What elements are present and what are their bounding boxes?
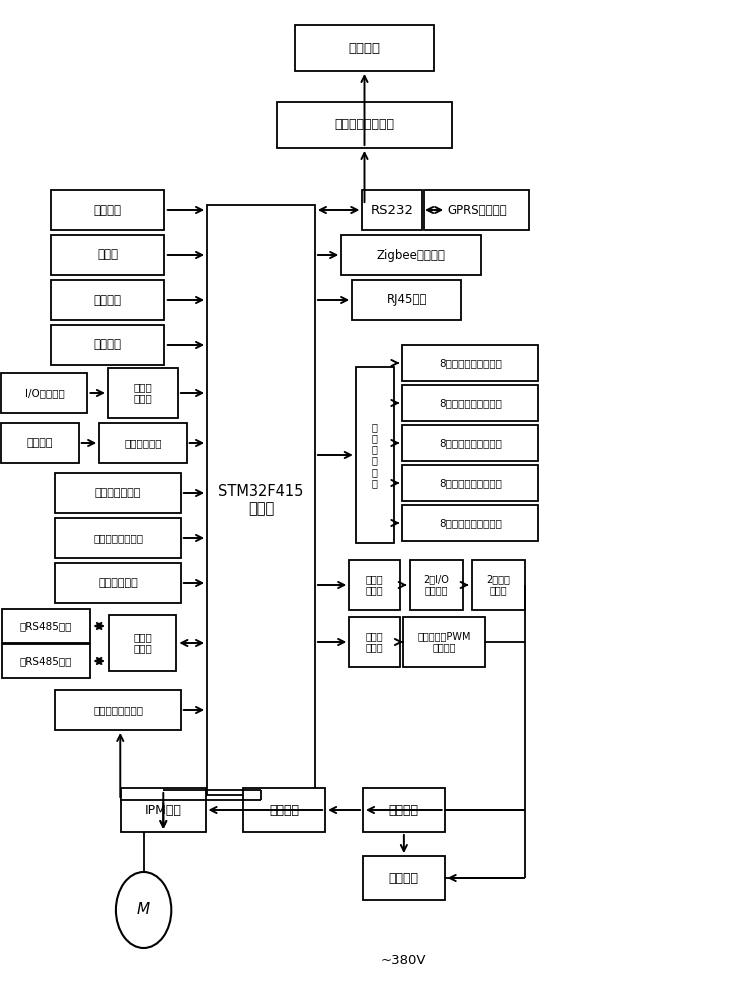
FancyBboxPatch shape <box>403 617 485 667</box>
FancyBboxPatch shape <box>341 235 481 275</box>
FancyBboxPatch shape <box>472 560 525 610</box>
FancyBboxPatch shape <box>109 615 176 671</box>
FancyBboxPatch shape <box>352 280 461 320</box>
Text: 显示信号输出电路: 显示信号输出电路 <box>335 118 394 131</box>
Text: 主RS485接口: 主RS485接口 <box>20 621 72 631</box>
FancyBboxPatch shape <box>295 25 434 71</box>
FancyBboxPatch shape <box>1 373 87 413</box>
Text: 2路I/O
输出电路: 2路I/O 输出电路 <box>424 574 450 596</box>
Text: 时钟模块: 时钟模块 <box>94 338 122 352</box>
FancyBboxPatch shape <box>410 560 464 610</box>
Text: Zigbee通信模块: Zigbee通信模块 <box>377 248 445 261</box>
FancyBboxPatch shape <box>55 690 181 730</box>
FancyBboxPatch shape <box>51 280 164 320</box>
Text: 8路脉冲控制电路模块: 8路脉冲控制电路模块 <box>439 478 502 488</box>
Text: 电源模块: 电源模块 <box>94 204 122 217</box>
Text: 8路脉冲控制电路模块: 8路脉冲控制电路模块 <box>439 518 502 528</box>
FancyBboxPatch shape <box>51 235 164 275</box>
FancyBboxPatch shape <box>1 423 79 463</box>
FancyBboxPatch shape <box>356 367 394 543</box>
Text: 转速转矩检测模块: 转速转矩检测模块 <box>93 533 143 543</box>
Text: 雨量检测电路: 雨量检测电路 <box>98 578 138 588</box>
Text: 8路脉冲控制电路模块: 8路脉冲控制电路模块 <box>439 358 502 368</box>
FancyBboxPatch shape <box>402 425 538 461</box>
FancyBboxPatch shape <box>2 644 90 678</box>
Text: 控制电路: 控制电路 <box>389 871 419 884</box>
FancyBboxPatch shape <box>51 190 164 230</box>
FancyBboxPatch shape <box>349 617 400 667</box>
Text: RS232: RS232 <box>371 204 413 217</box>
FancyBboxPatch shape <box>362 190 422 230</box>
Text: 滤波模块: 滤波模块 <box>269 804 300 816</box>
Text: 从RS485接口: 从RS485接口 <box>20 656 72 666</box>
Text: ~380V: ~380V <box>381 954 426 966</box>
Text: 2个互锁
继电器: 2个互锁 继电器 <box>487 574 510 596</box>
Text: RJ45接口: RJ45接口 <box>386 294 427 306</box>
FancyBboxPatch shape <box>424 190 529 230</box>
FancyBboxPatch shape <box>108 368 178 418</box>
FancyBboxPatch shape <box>363 856 445 900</box>
FancyBboxPatch shape <box>349 560 400 610</box>
Text: 显示模块: 显示模块 <box>348 41 381 54</box>
FancyBboxPatch shape <box>402 345 538 381</box>
FancyBboxPatch shape <box>277 102 452 148</box>
Text: 光电隔
离电路: 光电隔 离电路 <box>366 631 383 653</box>
FancyBboxPatch shape <box>402 505 538 541</box>
FancyBboxPatch shape <box>51 325 164 365</box>
FancyBboxPatch shape <box>243 788 325 832</box>
FancyBboxPatch shape <box>55 518 181 558</box>
Text: 存储模块: 存储模块 <box>94 294 122 306</box>
Text: 光电隔
离电路: 光电隔 离电路 <box>133 632 152 654</box>
Text: 蜂鸣器: 蜂鸣器 <box>98 248 118 261</box>
FancyBboxPatch shape <box>207 205 315 795</box>
Text: 光电隔
离电路: 光电隔 离电路 <box>366 574 383 596</box>
FancyBboxPatch shape <box>402 385 538 421</box>
Text: I/O输入电路: I/O输入电路 <box>25 388 64 398</box>
Text: M: M <box>137 903 150 918</box>
FancyBboxPatch shape <box>363 788 445 832</box>
Text: 整流模块: 整流模块 <box>389 804 419 816</box>
FancyBboxPatch shape <box>402 465 538 501</box>
Text: 模拟量输入模块: 模拟量输入模块 <box>95 488 141 498</box>
Text: 8路脉冲控制电路模块: 8路脉冲控制电路模块 <box>439 438 502 448</box>
Text: 光电隔
离电路: 光电隔 离电路 <box>133 382 152 404</box>
Text: STM32F415
单片机: STM32F415 单片机 <box>218 484 304 516</box>
Text: 键入接口电路: 键入接口电路 <box>124 438 162 448</box>
Text: 8路脉冲控制电路模块: 8路脉冲控制电路模块 <box>439 398 502 408</box>
Text: GPRS通信模块: GPRS通信模块 <box>447 204 507 217</box>
FancyBboxPatch shape <box>121 788 206 832</box>
FancyBboxPatch shape <box>55 473 181 513</box>
FancyBboxPatch shape <box>99 423 187 463</box>
Text: 光
电
隔
离
电
路: 光 电 隔 离 电 路 <box>372 422 378 488</box>
Text: 键入模块: 键入模块 <box>27 438 53 448</box>
FancyBboxPatch shape <box>2 609 90 643</box>
FancyBboxPatch shape <box>55 563 181 603</box>
Text: 电机参数检测模块: 电机参数检测模块 <box>93 705 143 715</box>
Text: IPM模块: IPM模块 <box>145 804 182 816</box>
Text: 变频控制的PWM
输出电路: 变频控制的PWM 输出电路 <box>417 631 471 653</box>
